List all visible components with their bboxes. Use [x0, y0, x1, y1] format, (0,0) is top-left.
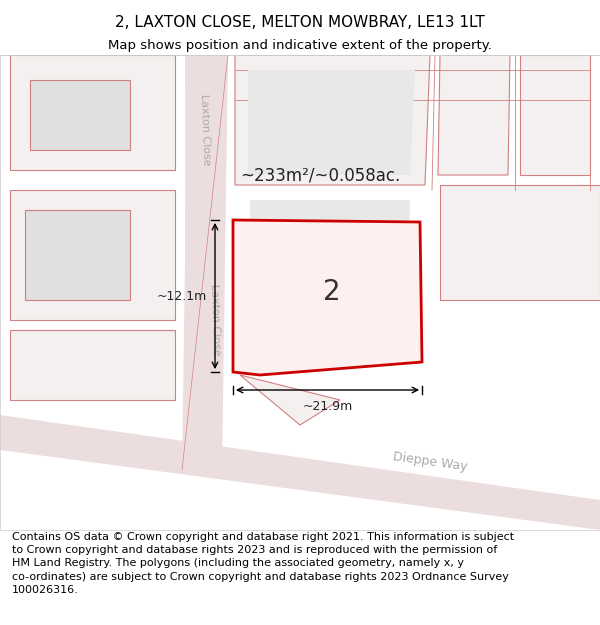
Text: Laxton Close: Laxton Close	[199, 94, 211, 166]
Polygon shape	[10, 330, 175, 400]
Text: Map shows position and indicative extent of the property.: Map shows position and indicative extent…	[108, 39, 492, 51]
Polygon shape	[10, 190, 175, 320]
Text: Dieppe Way: Dieppe Way	[392, 451, 468, 474]
Polygon shape	[438, 55, 510, 175]
Polygon shape	[520, 55, 590, 175]
Text: 2, LAXTON CLOSE, MELTON MOWBRAY, LE13 1LT: 2, LAXTON CLOSE, MELTON MOWBRAY, LE13 1L…	[115, 16, 485, 31]
Text: 2: 2	[323, 279, 340, 306]
Text: Laxton Close: Laxton Close	[209, 284, 221, 356]
Text: Contains OS data © Crown copyright and database right 2021. This information is : Contains OS data © Crown copyright and d…	[12, 532, 514, 595]
Polygon shape	[250, 200, 410, 270]
Polygon shape	[235, 55, 430, 185]
Polygon shape	[30, 80, 130, 150]
Polygon shape	[248, 70, 415, 175]
Polygon shape	[0, 415, 600, 530]
Text: ~21.9m: ~21.9m	[302, 400, 353, 413]
Polygon shape	[185, 55, 215, 470]
Polygon shape	[440, 185, 600, 300]
Polygon shape	[233, 220, 422, 375]
Polygon shape	[240, 375, 340, 425]
Text: ~233m²/~0.058ac.: ~233m²/~0.058ac.	[240, 167, 400, 185]
Text: ~12.1m: ~12.1m	[157, 289, 207, 302]
Polygon shape	[10, 55, 175, 170]
Polygon shape	[25, 210, 130, 300]
Polygon shape	[182, 55, 228, 470]
